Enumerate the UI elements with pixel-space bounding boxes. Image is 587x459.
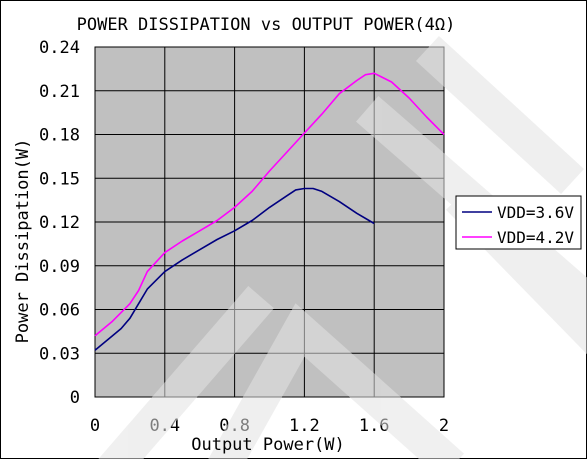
- y-tick-label: 0.12: [39, 213, 80, 233]
- y-tick-label: 0.24: [39, 38, 80, 58]
- x-tick-label: 1.2: [289, 416, 320, 436]
- y-tick-label: 0: [70, 388, 80, 408]
- y-tick-label: 0.15: [39, 169, 80, 189]
- y-tick-label: 0.09: [39, 257, 80, 277]
- series-line-0: [94, 187, 375, 351]
- y-axis-label: Power Dissipation(W): [13, 139, 33, 344]
- x-tick-label: 2: [439, 416, 449, 436]
- series-lines: [94, 72, 445, 351]
- y-tick-label: 0.06: [39, 301, 80, 321]
- y-tick-label: 0.18: [39, 126, 80, 146]
- legend-label-vdd-3-6v: VDD=3.6V: [497, 203, 574, 222]
- chart-title: POWER DISSIPATION vs OUTPUT POWER(4Ω): [77, 15, 456, 35]
- y-tick-label: 0.03: [39, 344, 80, 364]
- x-axis-label: Output Power(W): [191, 435, 345, 455]
- y-tick-label: 0.21: [39, 82, 80, 102]
- x-tick-label: 0: [90, 416, 100, 436]
- series-line-1: [94, 72, 445, 337]
- legend-box: [455, 195, 582, 250]
- legend: VDD=3.6V VDD=4.2V: [455, 195, 582, 250]
- legend-label-vdd-4-2v: VDD=4.2V: [497, 228, 574, 247]
